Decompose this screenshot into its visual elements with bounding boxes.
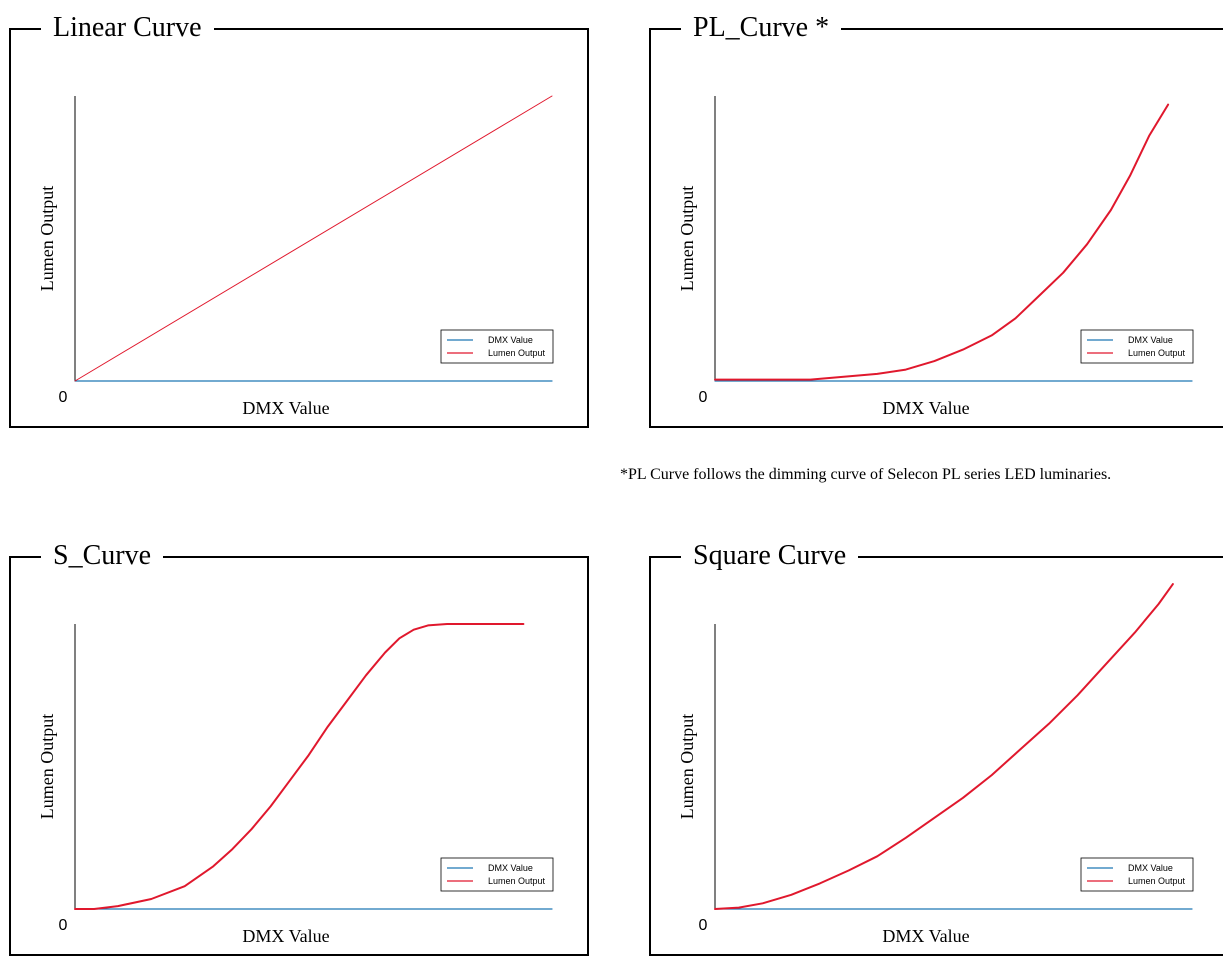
- legend-label-lumen-output: Lumen Output: [488, 876, 546, 886]
- legend: DMX Value Lumen Output: [1080, 857, 1194, 892]
- y-tick-label-zero: 0: [59, 917, 68, 934]
- y-tick-label-zero: 0: [699, 389, 708, 406]
- legend: DMX Value Lumen Output: [440, 329, 554, 364]
- x-axis-title: DMX Value: [242, 926, 329, 946]
- chart-svg: 0 DMX Value Lumen Output DMX Value Lumen Out…: [37, 623, 554, 946]
- lumen-output-series-line: [714, 103, 1170, 381]
- legend-label-lumen-output: Lumen Output: [1128, 876, 1186, 886]
- x-axis-title: DMX Value: [882, 926, 969, 946]
- legend-box: [440, 857, 554, 892]
- chart-panel-square-curve: Square Curve 0 DMX Value Lumen Output DMX V…: [649, 538, 1223, 956]
- pl-curve-footnote: *PL Curve follows the dimming curve of S…: [620, 466, 1112, 483]
- legend: DMX Value Lumen Output: [1080, 329, 1194, 364]
- y-axis-title: Lumen Output: [37, 714, 57, 820]
- chart-title: PL_Curve *: [681, 10, 842, 46]
- y-axis-title: Lumen Output: [37, 186, 57, 292]
- chart-svg: 0 DMX Value Lumen Output DMX Value Lumen Out…: [677, 583, 1194, 946]
- chart-title: Square Curve: [681, 538, 859, 574]
- lumen-output-series-line: [74, 95, 553, 382]
- chart-title: S_Curve: [41, 538, 163, 574]
- legend-label-dmx-value: DMX Value: [488, 335, 533, 345]
- y-tick-label-zero: 0: [59, 389, 68, 406]
- legend-label-lumen-output: Lumen Output: [488, 348, 546, 358]
- y-tick-label-zero: 0: [699, 917, 708, 934]
- lumen-output-series-line: [714, 583, 1174, 910]
- chart-title: Linear Curve: [41, 10, 214, 46]
- legend-label-lumen-output: Lumen Output: [1128, 348, 1186, 358]
- x-axis-title: DMX Value: [882, 398, 969, 418]
- chart-panel-pl-curve: PL_Curve * 0 DMX Value Lumen Output DMX Val…: [649, 10, 1223, 428]
- legend-box: [1080, 329, 1194, 364]
- chart-svg: 0 DMX Value Lumen Output DMX Value Lumen Out…: [37, 95, 554, 418]
- chart-panel-s-curve: S_Curve 0 DMX Value Lumen Output DMX Value L…: [9, 538, 589, 956]
- chart-svg: 0 DMX Value Lumen Output DMX Value Lumen Out…: [677, 96, 1194, 418]
- legend-label-dmx-value: DMX Value: [488, 863, 533, 873]
- legend-box: [440, 329, 554, 364]
- y-axis-title: Lumen Output: [677, 714, 697, 820]
- chart-panel-linear: Linear Curve 0 DMX Value Lumen Output DMX V…: [9, 10, 589, 428]
- legend-label-dmx-value: DMX Value: [1128, 335, 1173, 345]
- y-axis-title: Lumen Output: [677, 186, 697, 292]
- legend-box: [1080, 857, 1194, 892]
- legend-label-dmx-value: DMX Value: [1128, 863, 1173, 873]
- x-axis-title: DMX Value: [242, 398, 329, 418]
- legend: DMX Value Lumen Output: [440, 857, 554, 892]
- lumen-output-series-line: [74, 623, 525, 910]
